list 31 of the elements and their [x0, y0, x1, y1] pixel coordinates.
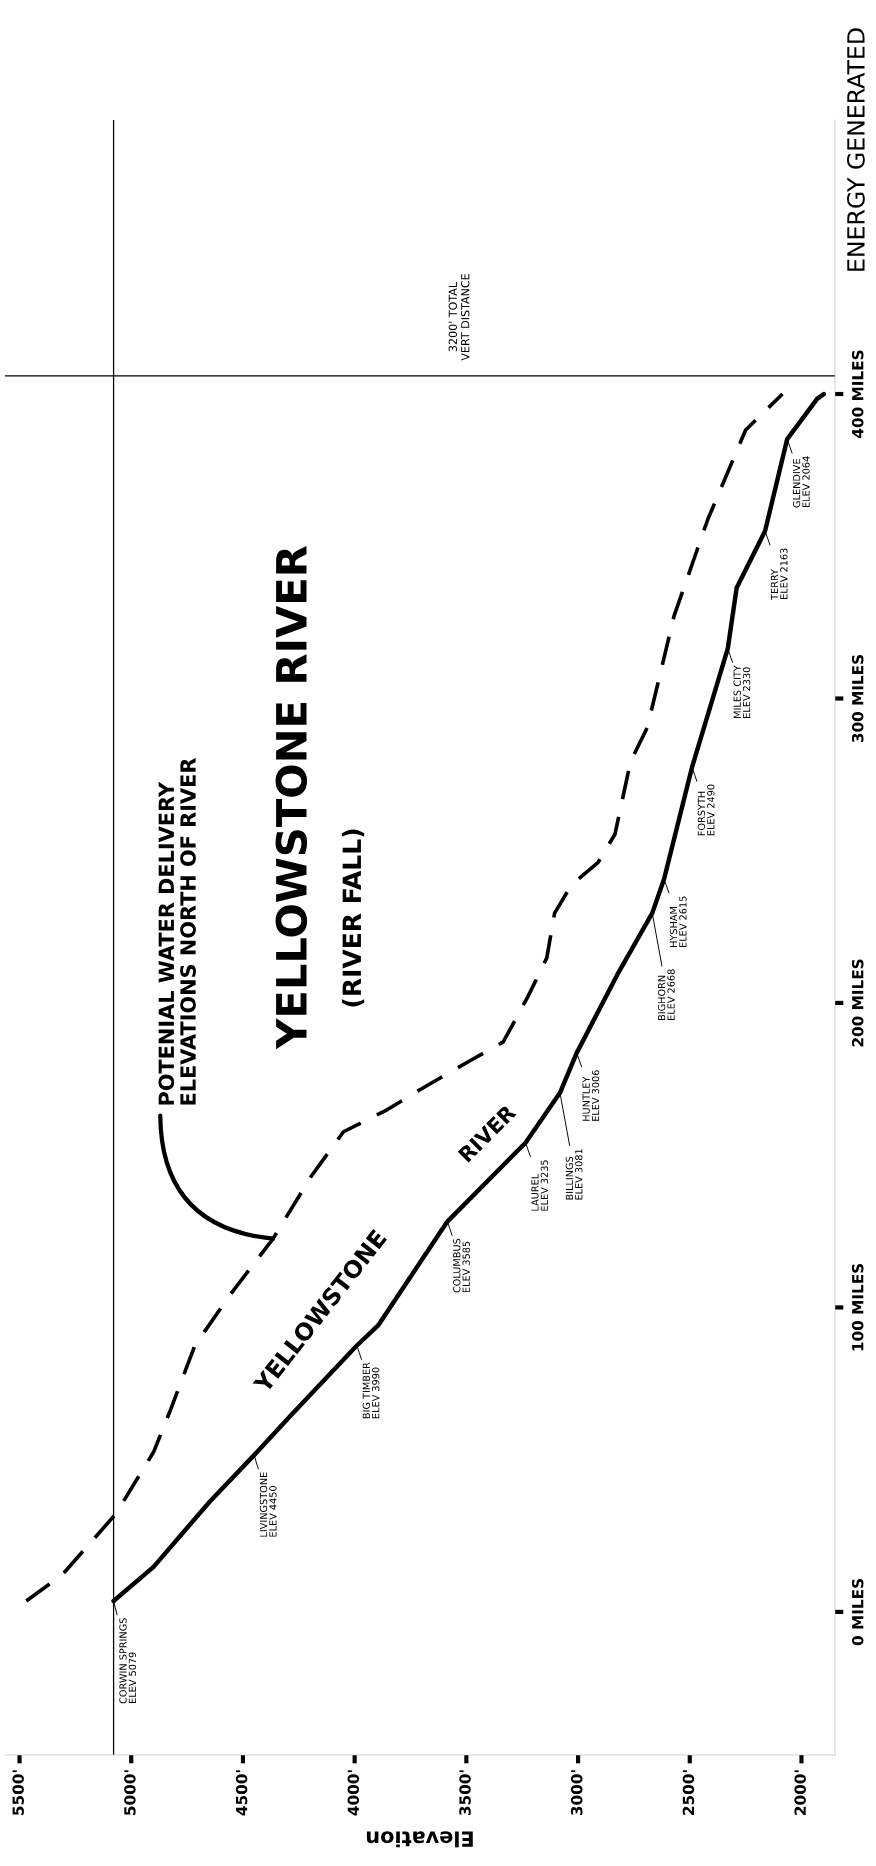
x-tick-label: 5000' — [124, 1770, 136, 1815]
annotation: MILES CITY ELEV 2330 — [733, 665, 751, 718]
y-tick-label: 100 MILES — [851, 1263, 864, 1351]
x-tick-label: 4000' — [347, 1770, 360, 1816]
x-tick-label: 3500' — [459, 1770, 471, 1816]
annotation: LAUREL ELEV 3235 — [531, 1160, 549, 1211]
y-tick-label: 200 MILES — [851, 959, 864, 1047]
annotation: GLENDIVE ELEV 2064 — [792, 456, 810, 508]
text: (RIVER FALL) — [341, 829, 365, 1007]
annotation: BILLINGS ELEV 3081 — [565, 1149, 583, 1200]
annotation: POTENIAL WATER DELIVERY ELEVATIONS NORTH OF RIVER — [158, 758, 196, 1105]
annotation: LIVINGSTONE ELEV 4450 — [259, 1472, 277, 1537]
x-axis-title: Elevation — [366, 1831, 473, 1848]
x-tick-label: 2500' — [682, 1770, 695, 1815]
annotation: BIGHORN ELEV 2668 — [657, 969, 675, 1020]
text: ENERGY GENERATED — [846, 28, 865, 271]
y-tick-label: 0 MILES — [851, 1579, 864, 1646]
annotation: HUNTLEY ELEV 3006 — [582, 1070, 600, 1121]
y-tick-label: 300 MILES — [851, 654, 864, 743]
x-tick-label: 3000' — [570, 1770, 583, 1816]
x-tick-label: 5500' — [12, 1770, 24, 1815]
annotation: HYSHAM ELEV 2615 — [669, 896, 687, 947]
annotation: TERRY ELEV 2163 — [770, 548, 788, 600]
text: YELLOWSTONE RIVER — [275, 545, 308, 1050]
annotation: FORSYTH ELEV 2490 — [697, 784, 715, 836]
annotation: COLUMBUS ELEV 3585 — [453, 1238, 470, 1293]
annotation: CORWIN SPRINGS ELEV 5079 — [119, 1618, 137, 1704]
x-tick-label: 4500' — [235, 1770, 248, 1816]
annotation: 3200' TOTAL VERT DISTANCE — [448, 274, 470, 361]
x-tick-label: 2000' — [794, 1770, 806, 1815]
y-tick-label: 400 MILES — [851, 350, 864, 438]
